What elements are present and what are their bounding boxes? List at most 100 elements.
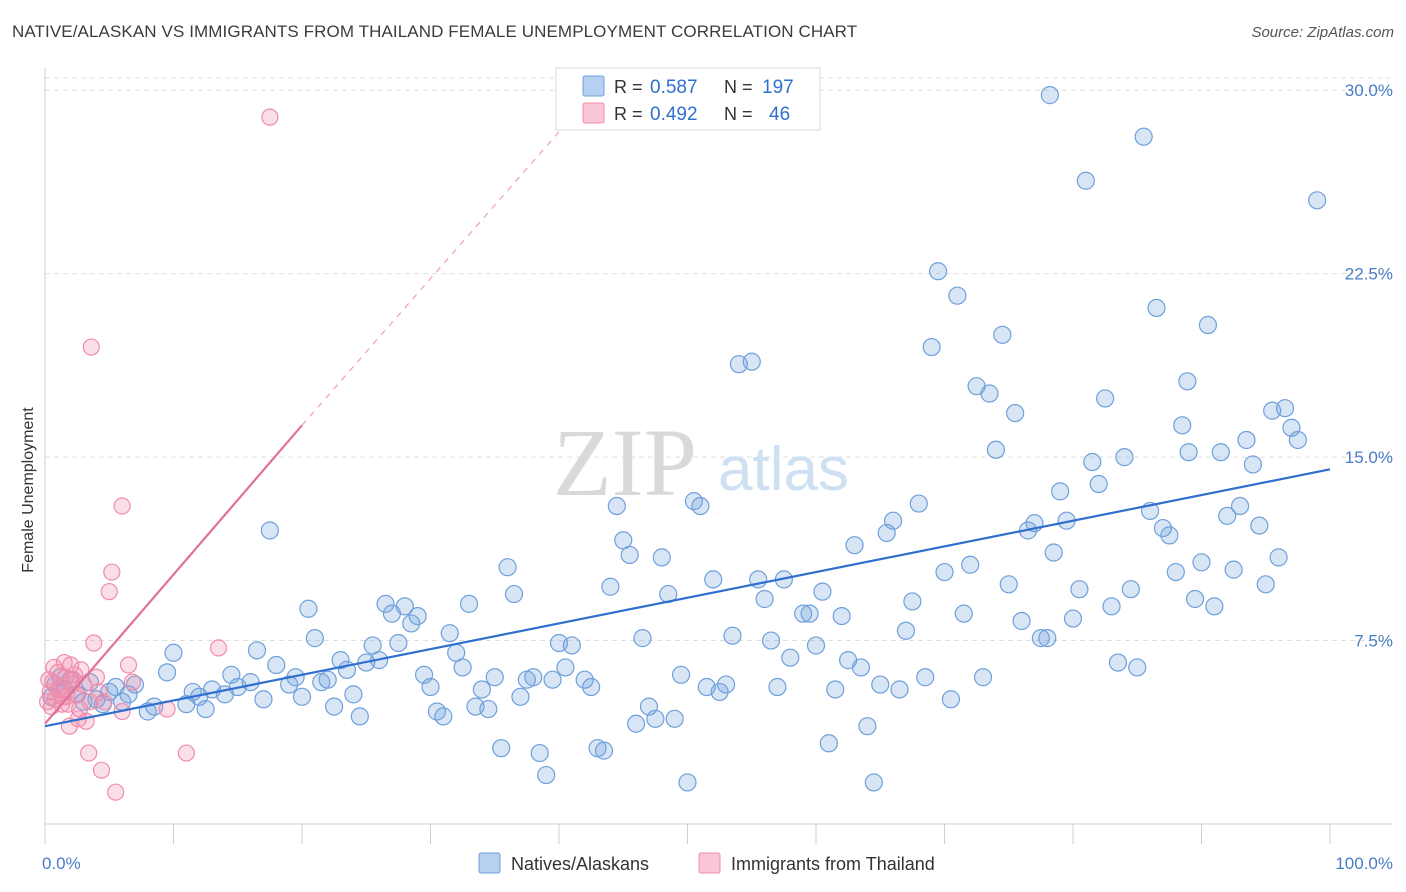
scatter-point	[196, 699, 215, 719]
scatter-point	[1102, 597, 1121, 616]
scatter-point	[1128, 658, 1147, 677]
scatter-point	[1224, 560, 1243, 579]
scatter-point	[1269, 548, 1288, 567]
legend-r-label-2: R =	[614, 104, 643, 124]
scatter-point	[267, 655, 286, 675]
scatter-point	[1166, 562, 1185, 582]
scatter-point	[909, 494, 928, 513]
scatter-point	[389, 633, 408, 653]
scatter-point	[935, 562, 954, 582]
scatter-point	[742, 352, 761, 371]
scatter-point	[986, 440, 1006, 459]
scatter-point	[45, 658, 63, 677]
scatter-point	[1230, 496, 1250, 516]
correlation-legend: R = 0.587 N = 197 R = 0.492 N = 46	[555, 67, 821, 131]
scatter-point	[125, 675, 145, 694]
scatter-point	[459, 594, 479, 613]
source-label: Source: ZipAtlas.com	[1251, 24, 1394, 41]
scatter-point	[601, 577, 620, 596]
legend-r-value-2: 0.492	[650, 104, 698, 125]
legend-n-value-2: 46	[769, 104, 790, 125]
scatter-point	[1006, 403, 1025, 423]
scatter-point	[344, 685, 363, 704]
scatter-point	[511, 687, 530, 706]
scatter-point	[247, 641, 267, 660]
scatter-point	[1198, 315, 1218, 335]
scatter-point	[1185, 589, 1205, 609]
watermark-atlas: atlas	[718, 435, 849, 504]
scatter-point	[485, 668, 504, 687]
legend-swatch-natives	[582, 75, 605, 97]
scatter-point	[1031, 629, 1050, 648]
scatter-point	[1205, 597, 1224, 616]
scatter-point	[755, 589, 774, 609]
series-immigrants-thailand	[38, 108, 279, 801]
scatter-point	[845, 536, 864, 555]
scatter-point	[261, 108, 279, 126]
scatter-point	[331, 651, 350, 670]
trendline	[44, 424, 303, 725]
scatter-point	[100, 583, 118, 601]
scatter-point	[292, 687, 312, 706]
y-axis-label: Female Unemployment	[20, 407, 37, 573]
scatter-point	[55, 653, 73, 672]
bottom-legend-natives: Natives/Alaskans	[511, 854, 649, 874]
scatter-point	[472, 680, 491, 699]
watermark-zip: ZIP	[553, 409, 697, 516]
chart-title: NATIVE/ALASKAN VS IMMIGRANTS FROM THAILA…	[12, 22, 858, 41]
scatter-point	[305, 629, 324, 648]
scatter-point	[164, 643, 183, 662]
scatter-point	[928, 262, 948, 281]
scatter-point	[492, 739, 511, 758]
scatter-point	[993, 325, 1012, 344]
scatter-point	[665, 709, 684, 728]
scatter-point	[1121, 580, 1140, 599]
scatter-point	[806, 636, 826, 655]
scatter-point	[1044, 543, 1063, 562]
scatter-point	[961, 555, 980, 574]
scatter-point	[1108, 653, 1128, 672]
scatter-point	[537, 765, 556, 785]
scatter-point	[999, 575, 1018, 594]
scatter-point	[1076, 171, 1095, 190]
scatter-point	[819, 734, 838, 753]
scatter-point	[858, 717, 877, 736]
scatter-point	[65, 666, 84, 684]
scatter-point	[1179, 443, 1198, 462]
gridlines	[45, 77, 1392, 642]
scatter-point	[376, 594, 395, 613]
scatter-point	[826, 680, 845, 699]
legend-n-label-2: N =	[724, 104, 753, 124]
scatter-point	[556, 658, 575, 677]
scatter-point	[260, 521, 279, 540]
scatter-point	[395, 597, 414, 616]
x-tick-label: 0.0%	[42, 854, 81, 873]
scatter-point	[402, 614, 421, 633]
legend-r-label-1: R =	[614, 77, 643, 97]
scatter-point	[781, 648, 800, 667]
scatter-point	[113, 497, 131, 515]
bottom-legend-swatch-natives	[478, 852, 501, 874]
scatter-point	[241, 673, 260, 692]
scatter-point	[1147, 298, 1166, 318]
scatter-point	[922, 337, 941, 357]
scatter-point	[95, 693, 113, 711]
scatter-point	[421, 677, 440, 697]
x-tick-labels: 0.0% 100.0%	[42, 854, 1393, 873]
scatter-point	[1089, 474, 1108, 494]
watermark: ZIP atlas	[553, 409, 849, 516]
scatter-point	[1096, 389, 1115, 408]
scatter-point	[81, 693, 99, 711]
scatter-point	[107, 783, 125, 801]
scatter-point	[1083, 452, 1102, 472]
scatter-point	[582, 677, 601, 697]
scatter-point	[832, 606, 851, 626]
scatter-point	[941, 690, 961, 709]
scatter-point	[710, 682, 729, 702]
series-natives-alaskans	[42, 86, 1327, 792]
scatter-point	[1192, 553, 1211, 572]
scatter-point	[678, 773, 697, 792]
scatter-point	[524, 668, 543, 687]
scatter-point	[903, 592, 922, 611]
scatter-point	[1218, 506, 1237, 525]
